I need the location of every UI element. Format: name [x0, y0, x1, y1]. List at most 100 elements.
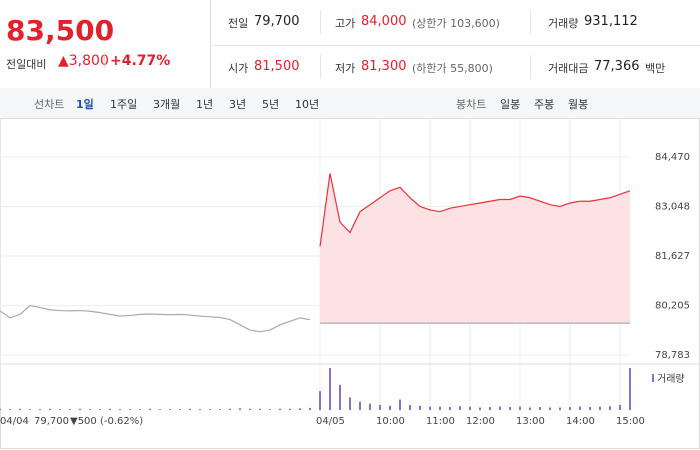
volume-bar — [399, 399, 401, 410]
info-value: 79,700 — [254, 14, 300, 29]
volume-bar — [459, 406, 461, 410]
divider — [210, 45, 700, 46]
volume-bar — [579, 406, 581, 410]
info-value: 931,112 — [584, 14, 638, 29]
volume-bar — [559, 407, 561, 410]
period-tab[interactable]: 5년 — [262, 98, 280, 111]
info-label: 거래량 — [548, 17, 579, 30]
y-tick-label: 80,205 — [655, 301, 690, 312]
divider — [530, 10, 531, 34]
volume-bar — [549, 407, 551, 410]
volume-bar — [209, 409, 211, 410]
period-tab[interactable]: 3개월 — [153, 98, 181, 111]
volume-bar — [109, 408, 111, 410]
volume-bar — [619, 404, 621, 410]
volume-bar — [59, 409, 61, 410]
legend-label: 거래량 — [657, 373, 685, 385]
volume-bar — [499, 406, 501, 410]
price-line — [0, 305, 311, 333]
volume-bar — [509, 407, 511, 410]
volume-bar — [139, 409, 141, 410]
change: ▲3,800 — [58, 53, 109, 69]
volume-bar — [479, 407, 481, 410]
volume-bar — [529, 407, 531, 410]
footer-price: 79,700 — [34, 416, 69, 427]
volume-bar — [69, 409, 71, 410]
separator: | — [102, 53, 107, 68]
volume-bar — [349, 397, 351, 410]
volume-bar — [99, 409, 101, 410]
chart: 04/04 04/05 10:00 11:00 12:00 13:00 14:00 15:00… — [0, 118, 700, 449]
volume-bar — [149, 408, 151, 410]
period-tab[interactable]: 10년 — [295, 98, 320, 111]
volume-bar — [409, 404, 411, 410]
price: 83,500 — [6, 14, 115, 47]
info-value: 81,500 — [254, 59, 300, 74]
volume-bar — [609, 406, 611, 410]
volume-bar — [179, 409, 181, 410]
volume-bar — [189, 408, 191, 410]
volume-bar — [119, 409, 121, 410]
y-tick-label: 84,470 — [655, 152, 690, 163]
volume-bar — [359, 401, 361, 410]
x-tick-label: 15:00 — [616, 416, 645, 427]
volume-bar — [289, 408, 291, 410]
volume-bar — [419, 405, 421, 410]
info-note: (상한가 103,600) — [412, 17, 500, 30]
volume-bar — [629, 368, 631, 410]
area — [320, 173, 630, 324]
period-tab[interactable]: 3년 — [229, 98, 247, 111]
change-rate: +4.77% — [110, 53, 171, 69]
info-label: 거래대금 — [548, 62, 589, 75]
info-value: 77,366 — [594, 59, 640, 74]
volume-bar — [589, 407, 591, 410]
volume-bar — [369, 403, 371, 410]
volume-bar — [279, 408, 281, 410]
info-unit: 백만 — [645, 62, 666, 75]
volume-bar — [89, 409, 91, 410]
volume-bar — [169, 409, 171, 410]
x-tick-label: 04/05 — [316, 416, 345, 427]
volume-bar — [19, 408, 21, 410]
volume-bar — [269, 409, 271, 410]
info-label: 고가 — [335, 17, 356, 30]
volume-bar — [159, 409, 161, 410]
candle-tab[interactable]: 월봉 — [568, 98, 589, 111]
volume-bar — [199, 409, 201, 410]
x-tick-label: 11:00 — [426, 416, 455, 427]
x-tick-label: 12:00 — [466, 416, 495, 427]
period-tab[interactable]: 1년 — [196, 98, 214, 111]
volume-bar — [569, 407, 571, 410]
candle-tab[interactable]: 주봉 — [534, 98, 555, 111]
candle-tab[interactable]: 일봉 — [500, 98, 521, 111]
volume-bar — [219, 409, 221, 410]
info-note: (하한가 55,800) — [412, 62, 493, 75]
volume-bar — [309, 407, 311, 410]
period-tab[interactable]: 1일 — [76, 98, 94, 111]
volume-bar — [29, 409, 31, 410]
info-label: 시가 — [228, 62, 249, 75]
volume-bar — [259, 408, 261, 410]
divider — [530, 55, 531, 79]
x-tick-label: 04/04 — [0, 416, 29, 427]
y-tick-label: 83,048 — [655, 202, 690, 213]
info-value: 84,000 — [361, 14, 407, 29]
y-tick-label: 78,783 — [655, 350, 690, 361]
legend-swatch — [652, 374, 654, 382]
price-line — [319, 173, 631, 247]
volume-bar — [299, 408, 301, 410]
volume-bar — [229, 408, 231, 410]
volume-bar — [489, 407, 491, 410]
volume-bar — [379, 404, 381, 410]
volume-bar — [469, 406, 471, 410]
volume-bar — [239, 408, 241, 410]
volume-bar — [39, 409, 41, 410]
volume-bar — [329, 368, 331, 410]
volume-bar — [0, 408, 1, 410]
y-tick-label: 81,627 — [655, 251, 690, 262]
volume-bar — [79, 408, 81, 410]
period-tab[interactable]: 1주일 — [110, 98, 138, 111]
footer-change: ▼500 — [70, 416, 97, 427]
tab-label: 선차트 — [34, 98, 65, 111]
